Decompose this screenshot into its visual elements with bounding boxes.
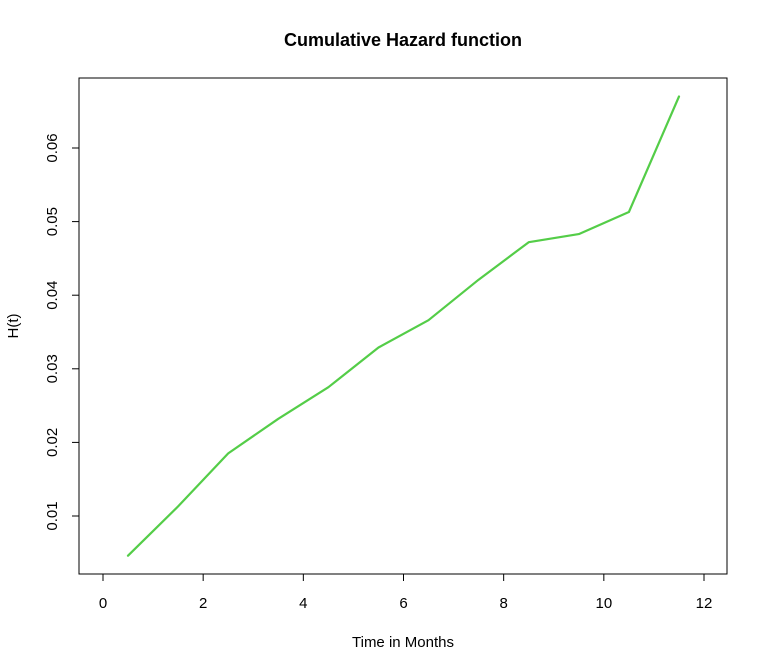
x-tick-label: 8 [499,595,507,612]
y-tick-label: 0.05 [44,207,61,236]
x-tick-label: 12 [696,595,713,612]
plot-frame [78,77,728,575]
y-tick-label: 0.04 [44,281,61,310]
x-axis-label: Time in Months [352,634,454,651]
chart-title: Cumulative Hazard function [284,30,522,50]
x-tick-label: 6 [399,595,407,612]
x-tick-label: 0 [99,595,107,612]
plot-area [126,95,681,557]
series-line [126,95,681,557]
y-tick-label: 0.06 [44,133,61,162]
y-tick-label: 0.01 [44,501,61,530]
y-tick-label: 0.02 [44,428,61,457]
x-tick-label: 2 [199,595,207,612]
y-axis: 0.01 0.02 0.03 0.04 0.05 0.06 [44,133,80,531]
x-axis: 0 2 4 6 8 10 12 [99,573,713,612]
x-tick-label: 4 [299,595,307,612]
x-tick-label: 10 [595,595,612,612]
y-axis-label: H(t) [5,314,22,339]
y-tick-label: 0.03 [44,354,61,383]
